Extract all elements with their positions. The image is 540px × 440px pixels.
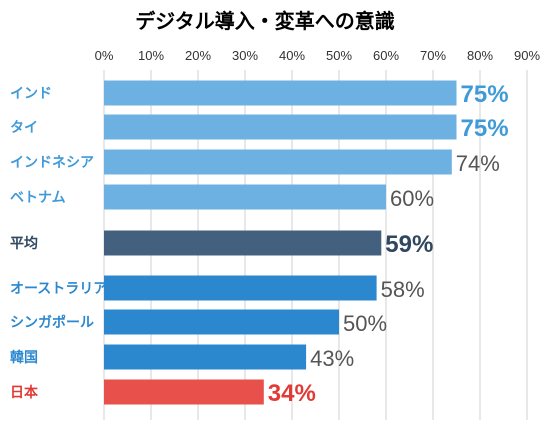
category-label: インド (10, 86, 52, 102)
bar (104, 230, 382, 256)
x-tick-label: 80% (467, 48, 493, 63)
category-label: オーストラリア (10, 281, 107, 297)
value-label: 59% (385, 231, 433, 258)
value-label: 75% (461, 81, 509, 108)
category-label: 日本 (10, 384, 39, 401)
bars (104, 80, 457, 405)
category-label: 韓国 (10, 349, 38, 366)
value-label: 58% (381, 277, 425, 302)
x-tick-label: 40% (279, 48, 305, 63)
value-label: 74% (456, 151, 500, 176)
x-tick-label: 0% (95, 48, 114, 63)
x-tick-label: 50% (326, 48, 352, 63)
category-label: インドネシア (10, 155, 94, 171)
bar (104, 80, 457, 106)
value-label: 34% (268, 380, 316, 407)
bar (104, 114, 457, 140)
bar (104, 149, 452, 175)
chart-title: デジタル導入・変革への意識 (135, 9, 395, 33)
x-tick-label: 10% (138, 48, 164, 63)
x-tick-label: 60% (373, 48, 399, 63)
value-label: 43% (310, 346, 354, 371)
value-label: 50% (343, 311, 387, 336)
value-label: 60% (390, 186, 434, 211)
x-tick-label: 30% (232, 48, 258, 63)
category-label: タイ (10, 120, 38, 136)
bar (104, 184, 386, 210)
value-labels: 75% 75% 74% 60% 59% 58% 50% 43% 34% (268, 81, 509, 407)
x-tick-label: 90% (514, 48, 540, 63)
x-axis-ticks: 0% 10% 20% 30% 40% 50% 60% 70% 80% 90% (95, 48, 540, 63)
category-label: 平均 (10, 235, 38, 252)
category-label: ベトナム (10, 190, 66, 206)
bar (104, 344, 307, 370)
x-tick-label: 20% (185, 48, 211, 63)
value-label: 75% (461, 115, 509, 142)
bar (104, 379, 264, 405)
bar (104, 275, 377, 301)
bar (104, 309, 339, 335)
category-label: シンガポール (10, 314, 94, 331)
x-tick-label: 70% (420, 48, 446, 63)
